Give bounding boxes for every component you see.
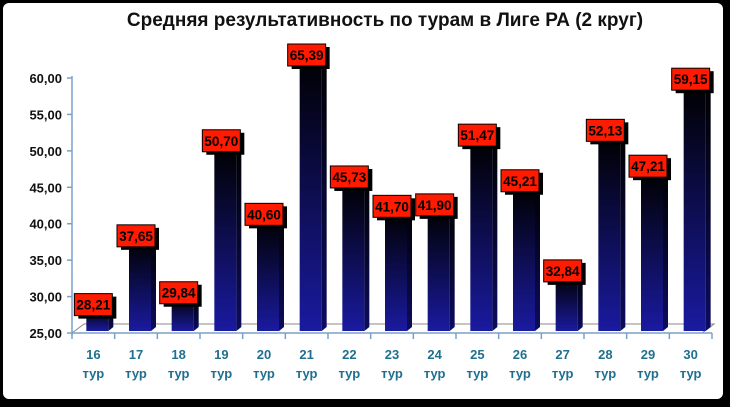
x-tick-label-unit: тур: [381, 366, 403, 381]
bar-side: [236, 141, 242, 331]
data-label: 29,84: [162, 286, 196, 301]
data-label: 40,60: [247, 207, 281, 222]
data-label: 51,47: [460, 128, 494, 143]
data-label: 41,90: [418, 198, 452, 213]
x-tick-label-number: 27: [555, 347, 569, 362]
bar-side: [407, 207, 412, 331]
data-label: 59,15: [674, 72, 708, 87]
data-label-box: [116, 224, 156, 248]
data-label-box: [329, 165, 369, 189]
x-tick-label-number: 28: [598, 347, 612, 362]
y-tick-label: 25,00: [29, 326, 62, 341]
x-tick-label-number: 19: [214, 347, 228, 362]
bar-side: [492, 136, 498, 331]
x-tick-label-unit: тур: [253, 366, 275, 381]
x-tick-label-number: 30: [683, 347, 697, 362]
bar-side: [705, 80, 711, 331]
data-label: 41,70: [375, 199, 409, 214]
data-label-box: [628, 154, 668, 178]
bar: [342, 181, 365, 331]
x-tick-label-unit: тур: [210, 366, 232, 381]
y-tick-label: 30,00: [29, 290, 62, 305]
chart-title: Средняя результативность по турам в Лиге…: [126, 10, 644, 31]
y-tick-label: 40,00: [29, 217, 62, 232]
bar: [470, 140, 493, 331]
y-tick-label: 35,00: [29, 253, 62, 268]
bar-side: [364, 177, 370, 331]
x-tick-label-unit: тур: [680, 366, 702, 381]
data-label: 50,70: [204, 134, 238, 149]
x-tick-label-number: 16: [86, 347, 100, 362]
x-tick-label-number: 26: [513, 347, 527, 362]
y-tick-label: 60,00: [29, 71, 62, 86]
x-tick-label-unit: тур: [466, 366, 488, 381]
data-label-box: [457, 123, 497, 147]
bar: [513, 185, 535, 331]
data-label: 45,73: [332, 170, 366, 185]
y-tick-label: 55,00: [29, 107, 62, 122]
bar: [555, 275, 578, 331]
data-label-box: [543, 259, 583, 283]
x-tick-label-number: 20: [257, 347, 271, 362]
data-label-box: [671, 67, 711, 91]
bar-side: [577, 271, 583, 331]
x-tick-label-unit: тур: [424, 366, 446, 381]
bar: [129, 240, 151, 331]
x-tick-label-unit: тур: [338, 366, 360, 381]
bar-side: [535, 181, 540, 331]
data-label: 65,39: [290, 48, 324, 63]
x-tick-label-unit: тур: [125, 366, 147, 381]
x-tick-label-unit: тур: [296, 366, 318, 381]
data-label-box: [500, 169, 540, 193]
x-tick-label-unit: тур: [637, 366, 659, 381]
x-tick-label-number: 29: [641, 347, 655, 362]
bar: [683, 84, 706, 331]
data-label: 32,84: [546, 264, 580, 279]
bar-side: [663, 167, 668, 331]
y-tick-label: 50,00: [29, 144, 62, 159]
x-tick-label-number: 23: [385, 347, 399, 362]
bar: [385, 211, 407, 331]
x-tick-label-unit: тур: [594, 366, 616, 381]
data-label-box: [287, 43, 327, 67]
bar: [214, 145, 237, 331]
bar-side: [449, 205, 455, 331]
bar-side: [321, 52, 327, 331]
y-tick-label: 45,00: [29, 180, 62, 195]
data-label: 47,21: [631, 159, 665, 174]
data-label-box: [585, 118, 625, 142]
bar-side: [279, 215, 284, 331]
bar-side: [151, 236, 156, 331]
bar: [641, 171, 663, 331]
x-tick-label-unit: тур: [552, 366, 574, 381]
x-tick-label-unit: тур: [168, 366, 190, 381]
data-label: 37,65: [119, 229, 153, 244]
data-label: 52,13: [588, 123, 622, 138]
data-label-box: [244, 202, 284, 226]
data-label-box: [201, 129, 241, 153]
x-tick-label-number: 18: [171, 347, 185, 362]
x-tick-label-number: 22: [342, 347, 356, 362]
bar: [257, 219, 279, 331]
bar: [299, 56, 322, 331]
x-tick-label-unit: тур: [509, 366, 531, 381]
x-tick-label-number: 21: [299, 347, 313, 362]
x-tick-label-number: 25: [470, 347, 484, 362]
data-label: 28,21: [76, 298, 110, 313]
bar: [427, 209, 450, 331]
data-label-box: [415, 193, 455, 217]
data-label: 45,21: [503, 174, 537, 189]
bar: [598, 135, 621, 331]
bar-side: [620, 131, 626, 331]
x-tick-label-number: 24: [427, 347, 442, 362]
x-tick-label-number: 17: [129, 347, 143, 362]
x-tick-label-unit: тур: [82, 366, 104, 381]
data-label-box: [372, 194, 412, 218]
data-label-box: [73, 293, 113, 317]
data-label-box: [159, 281, 199, 305]
